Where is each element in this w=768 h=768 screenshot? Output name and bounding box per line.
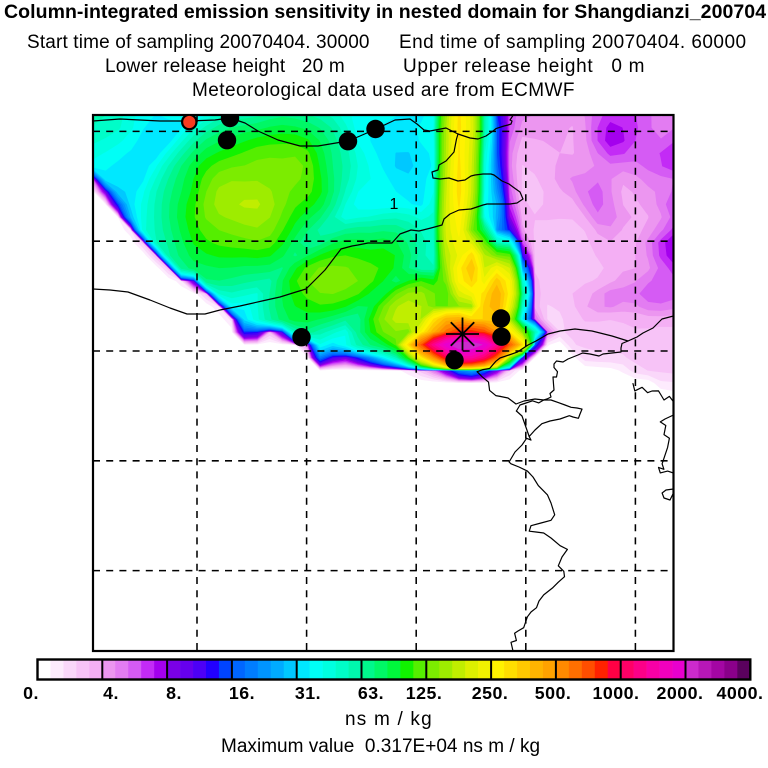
svg-text:1: 1 (390, 196, 399, 213)
